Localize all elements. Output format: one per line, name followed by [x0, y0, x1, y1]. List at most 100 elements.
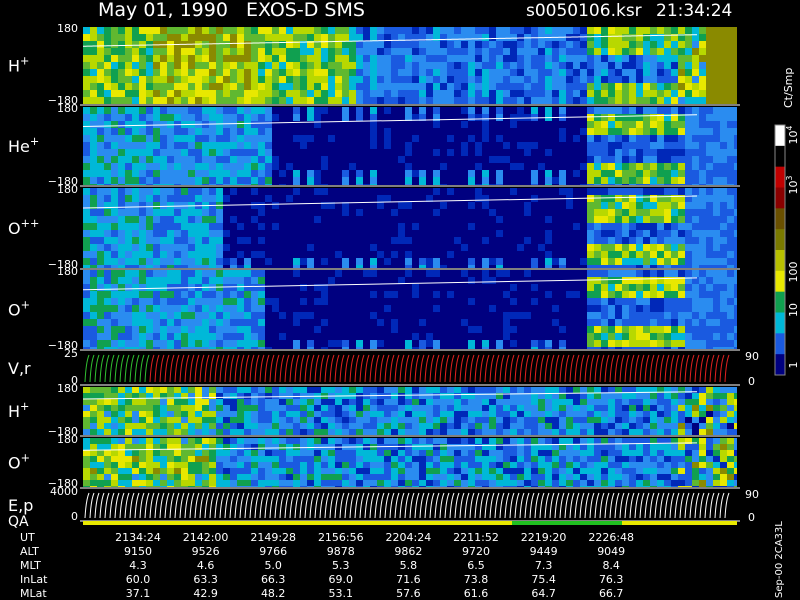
- spectrogram-cell: [405, 55, 412, 62]
- spectrogram-cell: [279, 209, 286, 216]
- spectrogram-cell: [573, 177, 580, 184]
- spectrogram-cell: [685, 333, 692, 340]
- spectrogram-cell: [594, 326, 601, 333]
- spectrogram-cell: [97, 405, 104, 411]
- spectrogram-cell: [559, 312, 566, 319]
- spectrogram-cell: [545, 76, 552, 83]
- spectrogram-cell: [447, 312, 454, 319]
- spectrogram-cell: [468, 69, 475, 76]
- spectrogram-cell: [545, 149, 552, 156]
- spectrogram-cell: [524, 55, 531, 62]
- spectrogram-cell: [664, 55, 671, 62]
- spectrogram-cell: [258, 230, 265, 237]
- spectrogram-cell: [412, 340, 419, 347]
- spectrogram-cell: [517, 291, 524, 298]
- spectrogram-cell: [636, 142, 643, 149]
- spectrogram-cell: [517, 223, 524, 230]
- spectrogram-cell: [223, 188, 230, 195]
- spectrogram-cell: [615, 270, 622, 277]
- spectrogram-cell: [286, 97, 293, 104]
- spectrogram-cell: [377, 83, 384, 90]
- spectrogram-cell: [90, 340, 97, 347]
- spectrogram-cell: [566, 333, 573, 340]
- spectrogram-cell: [153, 202, 160, 209]
- spectrogram-cell: [153, 135, 160, 142]
- spectrogram-cell: [608, 156, 615, 163]
- spectrogram-cell: [622, 202, 629, 209]
- spectrogram-cell: [118, 202, 125, 209]
- spectrogram-cell: [125, 387, 132, 393]
- spectrogram-cell: [503, 34, 510, 41]
- spectrogram-cell: [678, 244, 685, 251]
- spectrogram-cell: [356, 333, 363, 340]
- spectrogram-cell: [97, 135, 104, 142]
- spectrogram-cell: [678, 230, 685, 237]
- spectrogram-cell: [699, 333, 706, 340]
- spectrogram-cell: [713, 202, 720, 209]
- spectrogram-cell: [279, 312, 286, 319]
- spectrogram-cell: [111, 156, 118, 163]
- spectrogram-cell: [398, 265, 405, 268]
- spectrogram-cell: [531, 135, 538, 142]
- spectrogram-cell: [615, 62, 622, 69]
- spectrogram-cell: [405, 237, 412, 244]
- spectrogram-cell: [335, 340, 342, 347]
- spectrogram-cell: [629, 340, 636, 347]
- spectrogram-cell: [580, 135, 587, 142]
- spectrogram-cell: [678, 188, 685, 195]
- spectrogram-cell: [489, 83, 496, 90]
- spectrogram-cell: [671, 312, 678, 319]
- spectrogram-cell: [181, 142, 188, 149]
- spectrogram-cell: [426, 163, 433, 170]
- spectrogram-cell: [97, 41, 104, 48]
- spectrogram-cell: [146, 216, 153, 223]
- spectrogram-cell: [594, 128, 601, 135]
- spectrogram-cell: [265, 277, 272, 284]
- spectrogram-cell: [90, 107, 97, 114]
- spectrogram-cell: [699, 156, 706, 163]
- spectrogram-cell: [622, 156, 629, 163]
- spectrogram-cell: [111, 177, 118, 184]
- spectrogram-cell: [286, 223, 293, 230]
- spectrogram-cell: [188, 333, 195, 340]
- spectrogram-cell: [629, 69, 636, 76]
- spectrogram-cell: [279, 83, 286, 90]
- spectrogram-cell: [356, 142, 363, 149]
- spectrogram-cell: [426, 209, 433, 216]
- spectrogram-cell: [251, 387, 258, 393]
- spectrogram-cell: [223, 270, 230, 277]
- spectrogram-cell: [636, 265, 643, 268]
- spectrogram-cell: [419, 128, 426, 135]
- spectrogram-cell: [132, 76, 139, 83]
- spectrogram-cell: [496, 423, 503, 429]
- spectrogram-cell: [517, 83, 524, 90]
- spectrogram-cell: [335, 265, 342, 268]
- spectrogram-cell: [286, 423, 293, 429]
- spectrogram-cell: [132, 265, 139, 268]
- spectrogram-cell: [104, 305, 111, 312]
- spectrogram-cell: [132, 209, 139, 216]
- spectrogram-cell: [573, 170, 580, 177]
- spectrogram-cell: [510, 41, 517, 48]
- spectrogram-cell: [587, 277, 594, 284]
- spectrogram-cell: [104, 251, 111, 258]
- spectrogram-cell: [636, 34, 643, 41]
- spectrogram-cell: [559, 399, 566, 405]
- spectrogram-cell: [510, 69, 517, 76]
- spectrogram-cell: [174, 251, 181, 258]
- spectrogram-cell: [286, 121, 293, 128]
- spectrogram-cell: [216, 312, 223, 319]
- spectrogram-cell: [195, 399, 202, 405]
- spectrogram-cell: [279, 48, 286, 55]
- spectrogram-cell: [440, 142, 447, 149]
- spectrogram-cell: [384, 48, 391, 55]
- spectrogram-cell: [391, 121, 398, 128]
- spectrogram-cell: [328, 230, 335, 237]
- spectrogram-cell: [321, 114, 328, 121]
- spectrogram-cell: [405, 312, 412, 319]
- spectrogram-cell: [734, 258, 737, 265]
- spectrogram-cell: [251, 284, 258, 291]
- spectrogram-cell: [111, 34, 118, 41]
- spectrogram-cell: [251, 142, 258, 149]
- spectrogram-cell: [692, 265, 699, 268]
